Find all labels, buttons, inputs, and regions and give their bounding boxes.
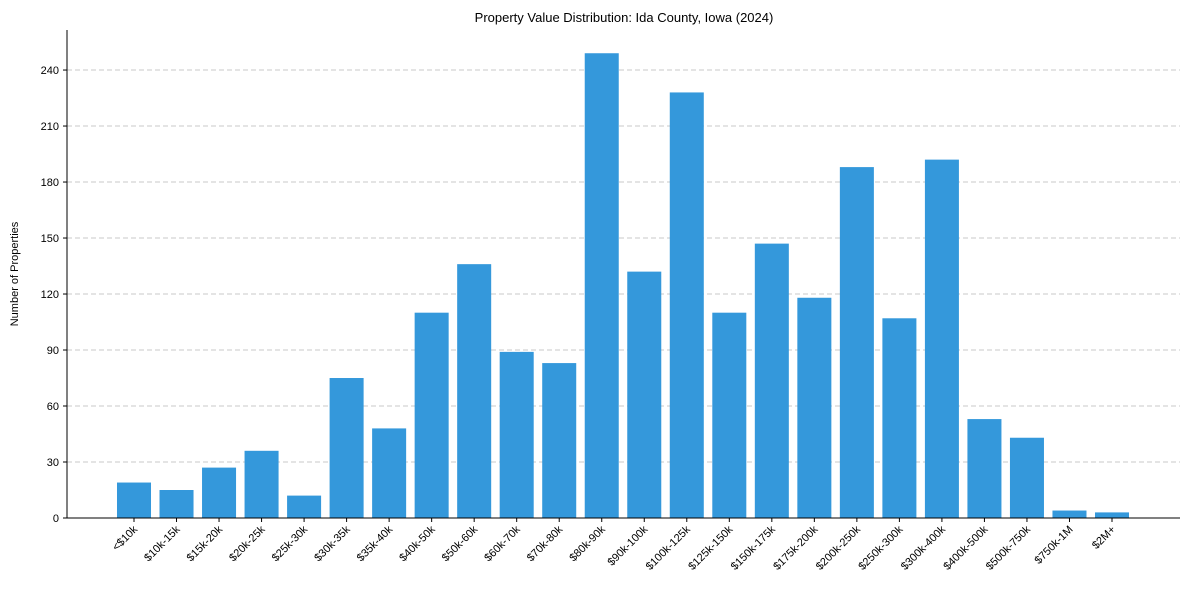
y-tick-label: 150: [41, 233, 59, 245]
gridlines: [67, 69, 1180, 463]
x-tick-label: $300k-400k: [899, 523, 948, 572]
y-tick-label: 210: [41, 121, 59, 133]
bar: [839, 167, 874, 518]
bar: [627, 271, 662, 518]
y-tick-label: 60: [47, 401, 59, 413]
bar: [924, 159, 959, 518]
x-tick-label: $50k-60k: [440, 523, 481, 564]
bar: [372, 428, 407, 518]
y-tick-label: 90: [47, 345, 59, 357]
bar: [754, 243, 789, 518]
x-tick-label: $125k-150k: [686, 523, 735, 572]
y-tick-label: 30: [47, 457, 59, 469]
y-tick-label: 0: [53, 513, 59, 525]
bar: [1052, 510, 1087, 518]
x-tick-label: $35k-40k: [355, 523, 396, 564]
bar: [967, 419, 1002, 518]
bar: [1009, 437, 1044, 518]
x-tick-label: $70k-80k: [525, 523, 566, 564]
x-tick-label: $20k-25k: [227, 523, 268, 564]
bar: [457, 264, 492, 518]
x-tick-label: $30k-35k: [312, 523, 353, 564]
bar: [1094, 512, 1130, 518]
axes: [66, 30, 1180, 519]
chart-title: Property Value Distribution: Ida County,…: [475, 10, 774, 25]
bar: [159, 490, 194, 518]
x-tick-label: $60k-70k: [482, 523, 523, 564]
y-tick-label: 120: [41, 289, 59, 301]
y-axis-label: Number of Properties: [9, 221, 21, 326]
x-tick-label: $2M+: [1090, 524, 1118, 552]
x-tick-label: <$10k: [110, 523, 140, 553]
x-tick-label: $40k-50k: [397, 523, 438, 564]
bar: [414, 312, 449, 518]
y-tick-label: 180: [41, 177, 59, 189]
y-tick-label: 240: [41, 65, 59, 77]
bar: [287, 495, 322, 518]
x-tick-label: $400k-500k: [941, 523, 990, 572]
y-ticks: 0 30 60 90 120 150 180 210 240: [41, 65, 67, 525]
bar: [202, 467, 237, 518]
x-tick-label: $200k-250k: [814, 523, 863, 572]
bar: [244, 450, 279, 518]
x-tick-label: $150k-175k: [729, 523, 778, 572]
bar: [882, 318, 917, 518]
bar: [499, 351, 534, 518]
x-tick-label: $750k-1M: [1033, 524, 1076, 567]
bar: [584, 53, 619, 518]
bar: [329, 378, 364, 518]
bar: [797, 297, 832, 518]
x-tick-label: $175k-200k: [771, 523, 820, 572]
x-tick-label: $25k-30k: [270, 523, 311, 564]
x-tick-label: $250k-300k: [856, 523, 905, 572]
x-tick-label: $10k-15k: [142, 523, 183, 564]
x-tick-label: $100k-125k: [644, 523, 693, 572]
bar: [116, 482, 152, 518]
bar: [542, 363, 577, 518]
x-tick-label: $80k-90k: [567, 523, 608, 564]
x-tick-label: $90k-100k: [606, 523, 651, 568]
bars: [116, 53, 1130, 519]
x-ticks: <$10k $10k-15k $15k-20k $20k-25k $25k-30k $30…: [110, 518, 1118, 573]
x-tick-label: $500k-750k: [984, 523, 1033, 572]
x-tick-label: $15k-20k: [185, 523, 226, 564]
bar: [669, 92, 704, 519]
bar: [712, 312, 747, 518]
